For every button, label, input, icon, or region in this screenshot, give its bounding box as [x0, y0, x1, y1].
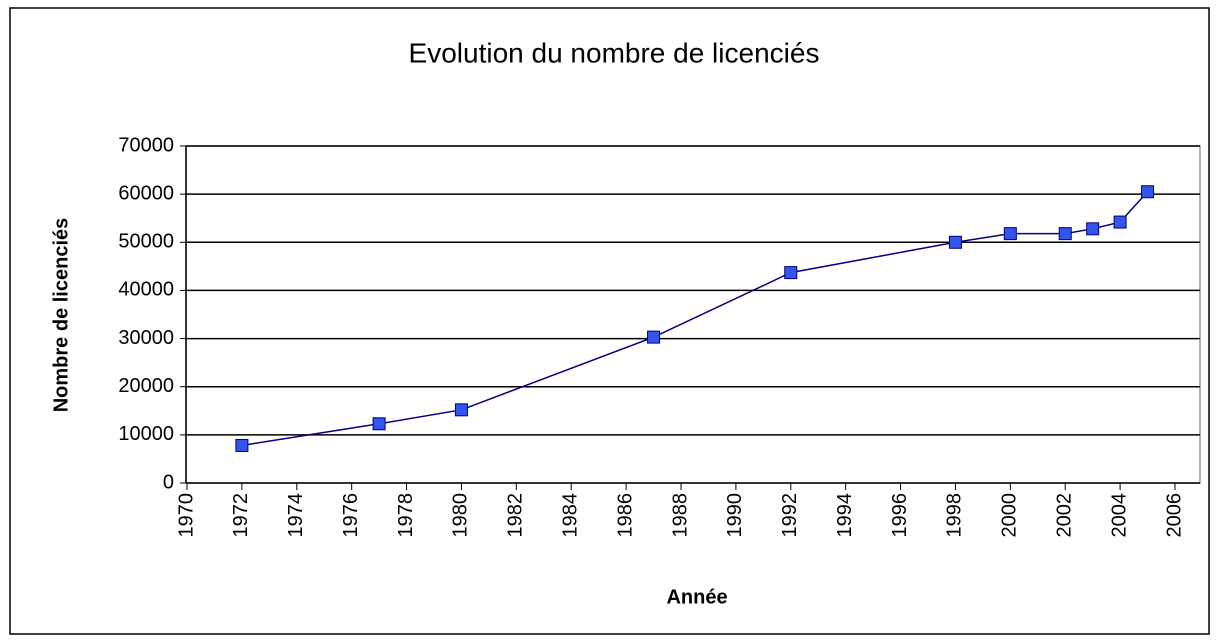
data-point — [647, 330, 661, 344]
x-tick-label: 2002 — [1054, 493, 1076, 538]
y-tick-label: 70000 — [118, 134, 174, 156]
data-point — [784, 266, 798, 280]
y-tick-label: 60000 — [118, 182, 174, 204]
x-tick-label: 1980 — [450, 493, 472, 538]
y-tick-label: 40000 — [118, 279, 174, 301]
x-tick-label: 1978 — [395, 493, 417, 538]
data-point — [1058, 227, 1072, 241]
y-axis-title: Nombre de licenciés — [50, 218, 72, 413]
y-tick-label: 20000 — [118, 375, 174, 397]
data-point — [1113, 215, 1127, 229]
y-tick-label: 30000 — [118, 327, 174, 349]
data-point — [1003, 227, 1017, 241]
x-tick-label: 1998 — [944, 493, 966, 538]
x-tick-label: 1992 — [779, 493, 801, 538]
x-tick-label: 1986 — [614, 493, 636, 538]
x-axis-title: Année — [666, 586, 727, 608]
x-tick-label: 1972 — [230, 493, 252, 538]
data-point — [235, 438, 249, 452]
x-tick-label: 1988 — [669, 493, 691, 538]
y-tick-label: 10000 — [118, 423, 174, 445]
data-point — [1141, 185, 1155, 199]
y-tick-label: 0 — [163, 471, 174, 493]
data-point — [454, 403, 468, 417]
x-tick-label: 1990 — [724, 493, 746, 538]
chart-title: Evolution du nombre de licenciés — [409, 37, 820, 68]
chart-border — [9, 7, 1210, 635]
x-tick-label: 1994 — [834, 493, 856, 538]
x-tick-label: 1982 — [505, 493, 527, 538]
x-tick-label: 2006 — [1163, 493, 1185, 538]
x-tick-label: 1974 — [285, 493, 307, 538]
data-point — [372, 417, 386, 431]
x-tick-label: 1976 — [340, 493, 362, 538]
x-tick-label: 2000 — [999, 493, 1021, 538]
x-tick-label: 2004 — [1108, 493, 1130, 538]
data-point — [948, 235, 962, 249]
data-point — [1086, 222, 1100, 236]
x-tick-label: 1996 — [889, 493, 911, 538]
x-tick-label: 1970 — [175, 493, 197, 538]
y-tick-label: 50000 — [118, 231, 174, 253]
x-tick-label: 1984 — [560, 493, 582, 538]
